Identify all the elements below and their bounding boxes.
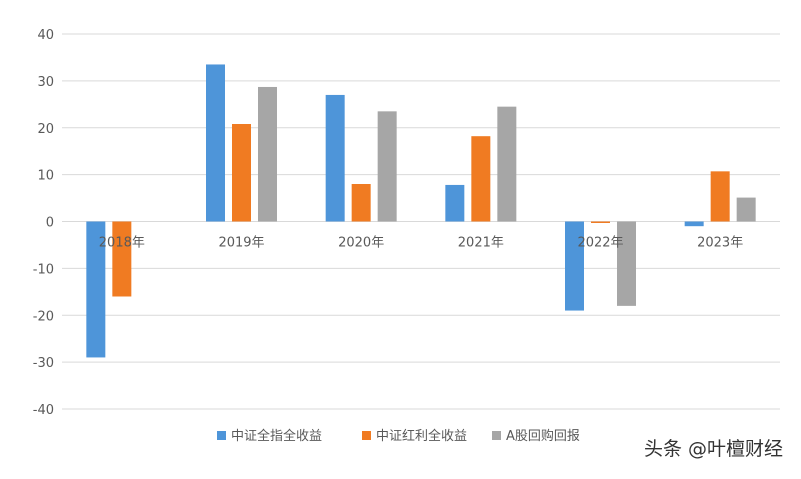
y-tick-label: -10 — [33, 262, 54, 277]
grid-lines — [62, 33, 780, 410]
y-tick-labels: 40 30 20 10 0 -10 -20 -30 -40 — [33, 28, 54, 418]
bar-2-3 — [351, 184, 371, 222]
bar-3-3 — [377, 111, 397, 222]
legend-swatch — [217, 431, 226, 440]
y-tick-label: 40 — [37, 28, 54, 43]
bar-2-1 — [112, 221, 132, 297]
bar-2-4 — [471, 136, 491, 222]
x-tick-label: 2022年 — [577, 236, 623, 251]
bar-3-4 — [497, 106, 517, 222]
bar-1-4 — [445, 184, 465, 222]
bar-3-2 — [258, 86, 277, 222]
x-tick-label: 2021年 — [458, 236, 504, 251]
bar-1-6 — [684, 221, 704, 227]
legend-swatch — [492, 431, 501, 440]
x-tick-label: 2023年 — [697, 236, 743, 251]
bar-2-2 — [232, 124, 251, 222]
y-tick-label: 10 — [37, 169, 54, 184]
legend-label: A股回购回报 — [506, 428, 580, 444]
legend-label: 中证全指全收益 — [231, 428, 322, 444]
x-tick-label: 2018年 — [99, 236, 145, 251]
legend-swatch — [362, 431, 371, 440]
y-tick-label: 0 — [46, 216, 54, 231]
bar-1-5 — [565, 221, 584, 311]
legend: 中证全指全收益 中证红利全收益 A股回购回报 — [217, 428, 580, 444]
bar-3-5 — [617, 221, 636, 306]
y-tick-label: -20 — [33, 309, 54, 324]
bar-2-6 — [710, 171, 730, 222]
bar-1-2 — [206, 64, 225, 222]
x-tick-label: 2019年 — [218, 236, 264, 251]
y-tick-label: 20 — [37, 122, 54, 137]
bars — [86, 64, 756, 358]
legend-label: 中证红利全收益 — [376, 428, 467, 444]
y-tick-label: 30 — [37, 75, 54, 90]
watermark: 头条 @叶檀财经 — [643, 438, 783, 460]
x-tick-label: 2020年 — [338, 236, 384, 251]
bar-1-1 — [86, 221, 106, 358]
y-tick-label: -30 — [33, 356, 54, 371]
bar-3-6 — [736, 197, 756, 222]
bar-1-3 — [325, 94, 345, 222]
bar-2-5 — [591, 221, 610, 223]
y-tick-label: -40 — [33, 403, 54, 418]
x-tick-labels: 2018年 2019年 2020年 2021年 2022年 2023年 — [99, 236, 743, 251]
